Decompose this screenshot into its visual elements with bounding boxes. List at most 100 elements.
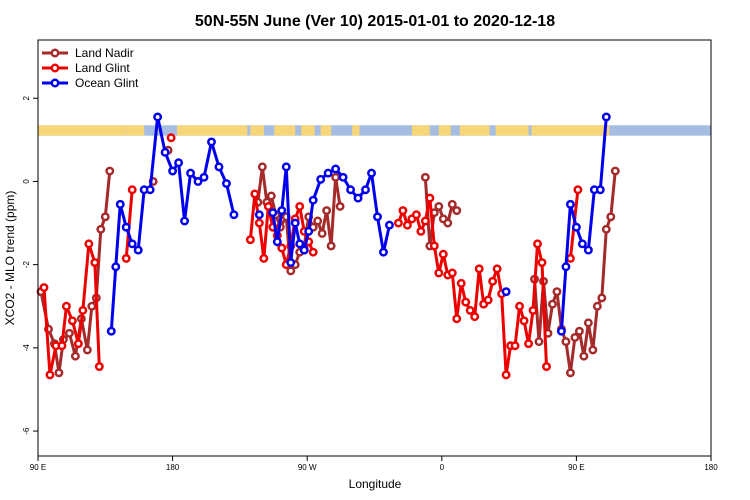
data-point [501,287,511,297]
data-point [548,299,557,309]
data-point [552,287,562,297]
land-band-segment [459,125,490,136]
data-point [579,351,589,361]
data-point [100,212,110,222]
data-point [82,345,92,355]
data-point [565,199,575,209]
data-point [84,239,94,249]
data-point [583,318,593,328]
y-tick-label: 0 [22,179,31,184]
series-line-segment [148,116,160,190]
data-point [420,216,430,226]
data-point [39,283,49,292]
land-band-segment [127,125,145,136]
data-point [402,220,412,230]
data-point [259,253,269,263]
x-axis-label: Longitude [349,477,402,491]
series-line-segment [473,268,481,317]
series-line-segment [455,283,463,319]
data-point [447,199,457,209]
x-tick-label: 90 E [30,463,46,472]
data-point [461,297,471,307]
data-point [373,212,382,222]
land-band-segment [495,125,529,136]
y-axis-label: XCO2 - MLO trend (ppm) [3,191,17,326]
data-point [180,216,190,226]
data-point [452,314,462,324]
legend-label: Land Nadir [75,46,134,60]
data-point [78,305,88,315]
series-line-segment [598,116,608,190]
data-point [393,218,403,228]
plot-frame [37,39,712,457]
data-point [87,301,97,311]
data-point [290,218,300,228]
data-point [277,243,287,253]
data-point [331,164,341,174]
data-point [313,216,323,226]
data-point [199,172,209,182]
series-line-segment [531,243,540,311]
data-point [573,185,583,195]
series-line-segment [260,166,269,203]
land-band-segment [352,125,360,136]
data-point [470,312,480,322]
data-point [106,326,116,336]
data-point [94,362,104,372]
series-line-segment [177,162,187,222]
data-point [268,208,278,218]
series-line-segment [109,266,118,332]
series-line-segment [450,272,459,319]
series-line-segment [202,141,213,178]
series-line-segment [546,303,554,334]
data-point [583,245,593,255]
data-point [326,241,336,251]
data-point [127,239,137,249]
data-point [174,158,184,168]
data-point [323,168,333,178]
x-tick-label: 180 [166,463,180,472]
series-line-segment [284,166,293,263]
series-line-segment [114,204,122,267]
data-point [304,226,314,236]
data-point [127,185,137,195]
land-band-segment [274,125,296,136]
series-line-segment [513,306,522,346]
data-point [361,185,370,195]
data-point [67,316,77,326]
data-point [61,301,71,311]
data-point [601,224,611,234]
legend-marker [50,48,60,58]
series-line-segment [477,268,486,305]
data-point [316,174,326,184]
data-point [510,341,520,351]
data-point [597,293,607,303]
data-point [385,220,394,230]
data-point [561,262,571,272]
series-line-segment [262,206,270,259]
series-line-segment [559,266,568,332]
data-point [534,337,544,347]
data-point [588,345,598,355]
land-band-segment [250,125,264,136]
series-line-segment [504,345,513,376]
data-point [434,201,444,211]
chart-title: 50N-55N June (Ver 10) 2015-01-01 to 2020… [195,13,555,30]
series-line-segment [93,262,101,367]
data-point [331,172,341,182]
data-point [70,351,80,361]
land-band-segment [38,125,128,136]
series-line-segment [103,170,112,217]
data-point [266,191,276,201]
y-tick-label: -6 [22,427,31,435]
data-point [438,249,448,259]
series-line-segment [329,177,338,247]
data-point [537,258,547,268]
data-point [492,264,502,274]
land-band-segment [301,125,315,136]
data-point [121,253,131,263]
data-point [610,166,620,176]
data-point [214,162,224,172]
